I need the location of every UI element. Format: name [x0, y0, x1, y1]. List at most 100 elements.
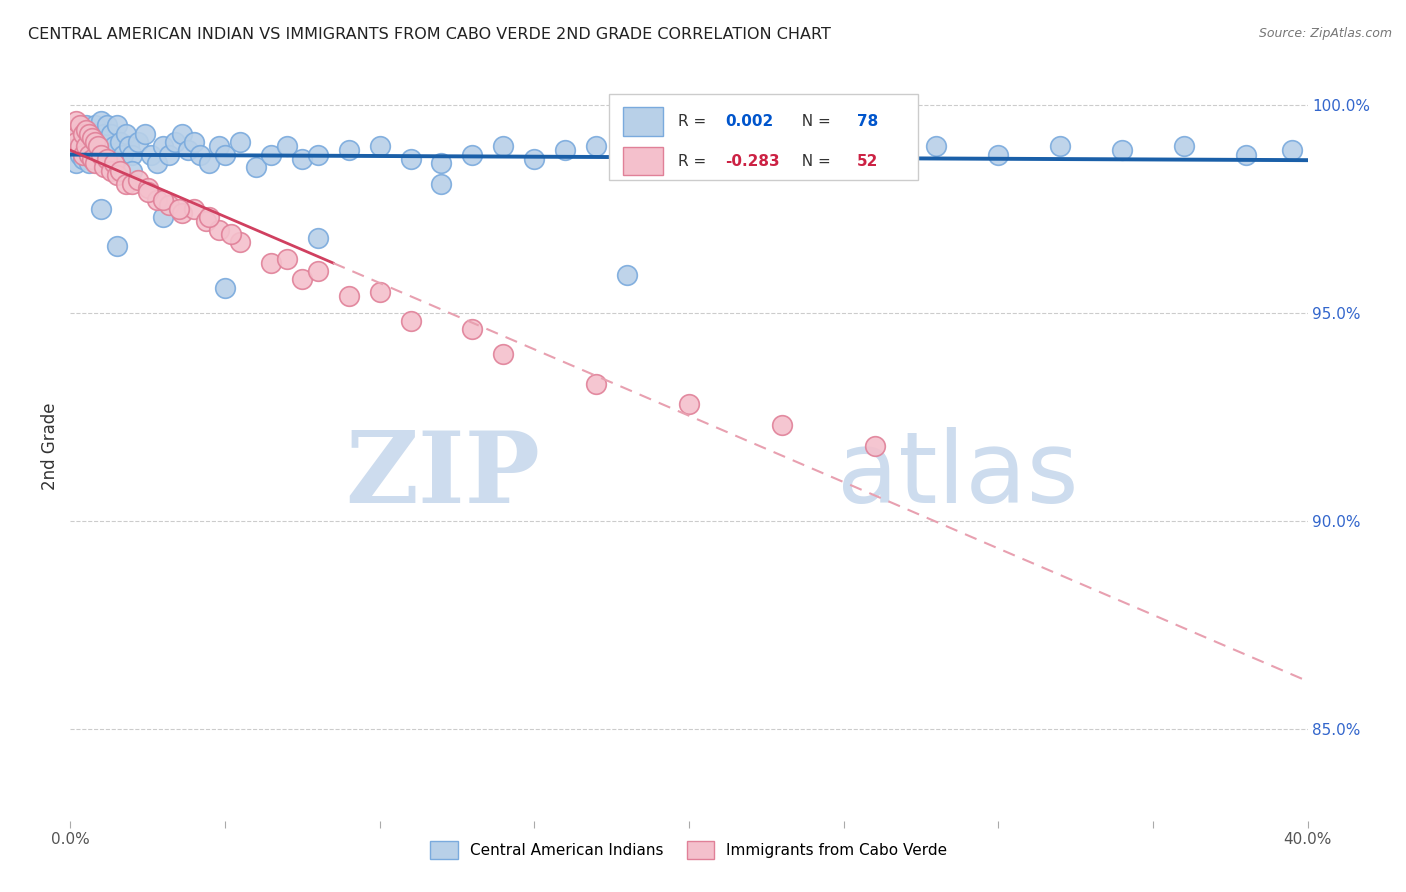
- Point: [291, 272, 314, 286]
- Point: [1281, 144, 1303, 158]
- Point: [616, 268, 638, 283]
- Point: [177, 144, 200, 158]
- Point: [105, 119, 128, 133]
- FancyBboxPatch shape: [623, 147, 664, 176]
- Point: [276, 139, 298, 153]
- Text: R =: R =: [678, 153, 711, 169]
- FancyBboxPatch shape: [609, 94, 918, 180]
- Point: [276, 252, 298, 266]
- Point: [65, 127, 87, 141]
- Point: [195, 214, 218, 228]
- Point: [121, 177, 143, 191]
- Point: [585, 139, 607, 153]
- Point: [461, 322, 484, 336]
- Point: [157, 197, 180, 211]
- Point: [170, 206, 193, 220]
- Point: [127, 172, 149, 186]
- Point: [84, 139, 107, 153]
- Point: [75, 122, 97, 136]
- Point: [90, 147, 112, 161]
- Point: [368, 139, 391, 153]
- Point: [337, 144, 360, 158]
- Point: [152, 139, 174, 153]
- Point: [152, 210, 174, 224]
- Point: [863, 439, 886, 453]
- Point: [925, 139, 948, 153]
- Point: [146, 194, 169, 208]
- Point: [72, 127, 94, 141]
- Point: [105, 169, 128, 183]
- Point: [80, 147, 103, 161]
- Point: [87, 127, 110, 141]
- Point: [678, 397, 700, 411]
- Point: [121, 147, 143, 161]
- Point: [523, 152, 546, 166]
- Point: [260, 147, 283, 161]
- Point: [183, 202, 205, 216]
- Point: [90, 202, 112, 216]
- Point: [146, 156, 169, 170]
- Point: [84, 156, 107, 170]
- Point: [863, 147, 886, 161]
- Point: [134, 127, 156, 141]
- Point: [198, 156, 221, 170]
- Point: [337, 289, 360, 303]
- Point: [1111, 144, 1133, 158]
- Text: 0.002: 0.002: [725, 114, 773, 129]
- Point: [69, 139, 91, 153]
- Point: [157, 147, 180, 161]
- Point: [62, 122, 84, 136]
- Point: [399, 152, 422, 166]
- Point: [62, 139, 84, 153]
- Point: [65, 156, 87, 170]
- Point: [96, 152, 118, 166]
- Point: [65, 114, 87, 128]
- Point: [115, 177, 138, 191]
- Point: [214, 147, 236, 161]
- Text: CENTRAL AMERICAN INDIAN VS IMMIGRANTS FROM CABO VERDE 2ND GRADE CORRELATION CHAR: CENTRAL AMERICAN INDIAN VS IMMIGRANTS FR…: [28, 27, 831, 42]
- Point: [492, 139, 515, 153]
- Point: [69, 119, 91, 133]
- Point: [100, 127, 122, 141]
- Point: [170, 127, 193, 141]
- Point: [307, 231, 329, 245]
- Text: ZIP: ZIP: [346, 427, 540, 524]
- Point: [260, 256, 283, 270]
- FancyBboxPatch shape: [623, 107, 664, 136]
- Point: [111, 147, 134, 161]
- Point: [90, 114, 112, 128]
- Point: [492, 347, 515, 361]
- Point: [72, 147, 94, 161]
- Point: [208, 139, 231, 153]
- Point: [307, 147, 329, 161]
- Point: [77, 147, 100, 161]
- Point: [585, 376, 607, 391]
- Point: [87, 139, 110, 153]
- Point: [80, 127, 103, 141]
- Point: [229, 235, 252, 249]
- Point: [75, 144, 97, 158]
- Point: [103, 156, 125, 170]
- Text: N =: N =: [792, 153, 835, 169]
- Point: [678, 139, 700, 153]
- Point: [136, 181, 159, 195]
- Point: [65, 135, 87, 149]
- Point: [1049, 139, 1071, 153]
- Text: 78: 78: [858, 114, 879, 129]
- Point: [75, 119, 97, 133]
- Point: [430, 156, 453, 170]
- Point: [165, 135, 187, 149]
- Point: [80, 152, 103, 166]
- Point: [188, 147, 211, 161]
- Point: [136, 185, 159, 199]
- Point: [77, 156, 100, 170]
- Point: [214, 281, 236, 295]
- Text: N =: N =: [792, 114, 835, 129]
- Point: [198, 210, 221, 224]
- Point: [1234, 147, 1257, 161]
- Point: [77, 135, 100, 149]
- Point: [740, 144, 762, 158]
- Point: [245, 160, 267, 174]
- Point: [167, 202, 190, 216]
- Point: [368, 285, 391, 299]
